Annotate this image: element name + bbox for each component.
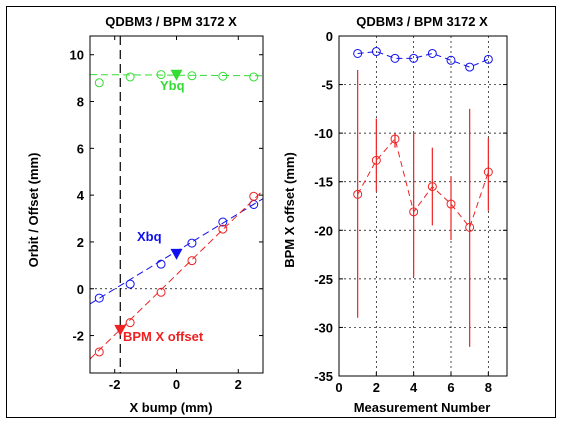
left-y-tick-label: 4 <box>77 188 85 203</box>
right-y-tick-label: -30 <box>314 320 333 335</box>
left-y-tick-label: 8 <box>77 95 84 110</box>
blue-series-point <box>409 53 419 63</box>
bpm-x-offset-point <box>94 347 104 357</box>
left-x-tick-label: -2 <box>109 377 121 392</box>
left-y-tick-label: 0 <box>77 282 84 297</box>
annotation-bpm-x-offset: BPM X offset <box>123 329 204 344</box>
xbq-triangle-marker <box>170 248 183 260</box>
ybq-fit-line <box>89 74 264 77</box>
right-plot-area: 0 2 4 6 8 0 -5 -10 -15 -20 -25 -30 -35 <box>314 29 508 395</box>
blue-series-point <box>465 62 475 72</box>
right-y-tick-label: 0 <box>326 29 333 44</box>
left-x-tick-label: 0 <box>173 377 180 392</box>
blue-series-point <box>427 48 437 58</box>
bpm-x-offset-point <box>156 287 166 297</box>
left-y-axis-label: Orbit / Offset (mm) <box>26 153 41 268</box>
right-y-tick-label: -25 <box>314 272 333 287</box>
right-axes-box <box>338 35 508 377</box>
red-series-point <box>390 134 400 144</box>
left-y-tick-label: -2 <box>72 329 84 344</box>
right-x-tick-label: 4 <box>410 380 418 395</box>
red-series-point <box>465 222 475 232</box>
blue-series-point <box>353 48 363 58</box>
bpm-x-offset-point <box>218 224 228 234</box>
bpm-x-offset-fit-line <box>89 190 264 360</box>
right-x-tick-label: 6 <box>447 380 454 395</box>
left-y-tick-label: 2 <box>77 235 84 250</box>
blue-series-line <box>357 51 489 68</box>
blue-series-point <box>446 55 456 65</box>
red-series-point <box>446 199 456 209</box>
blue-series-point <box>390 53 400 63</box>
xbq-point <box>156 259 166 269</box>
ybq-point <box>249 72 259 82</box>
left-y-tick-label: 10 <box>70 48 84 63</box>
bpm-x-offset-point <box>187 256 197 266</box>
left-chart-title: QDBM3 / BPM 3172 X <box>105 14 237 29</box>
red-series-point <box>353 189 363 199</box>
xbq-point <box>125 279 135 289</box>
right-x-axis-label: Measurement Number <box>354 400 491 415</box>
red-series-point <box>371 155 381 165</box>
right-chart-title: QDBM3 / BPM 3172 X <box>356 14 488 29</box>
left-y-tick-label: 6 <box>77 141 84 156</box>
ybq-point <box>187 71 197 81</box>
red-series-point <box>409 207 419 217</box>
red-series-line <box>357 137 489 229</box>
xbq-point <box>218 217 228 227</box>
ybq-point <box>94 78 104 88</box>
bpm-x-offset-point <box>125 318 135 328</box>
left-x-tick-label: 2 <box>235 377 242 392</box>
xbq-point <box>94 293 104 303</box>
ybq-point <box>156 70 166 80</box>
right-y-tick-label: -5 <box>321 78 333 93</box>
blue-series-point <box>483 54 493 64</box>
right-y-tick-label: -20 <box>314 223 333 238</box>
right-y-tick-label: -10 <box>314 126 333 141</box>
bpm-x-offset-point <box>249 191 259 201</box>
xbq-point <box>187 238 197 248</box>
left-x-axis-label: X bump (mm) <box>129 400 212 415</box>
red-series-point <box>427 182 437 192</box>
annotation-ybq: Ybq <box>160 78 185 93</box>
right-y-axis-label: BPM X offset (mm) <box>282 152 297 268</box>
figure-border <box>6 6 556 418</box>
left-plot-area: -2 0 2 -2 0 2 4 6 8 10 <box>70 35 264 392</box>
red-series-point <box>483 167 493 177</box>
right-x-tick-label: 0 <box>335 380 342 395</box>
ybq-point <box>218 71 228 81</box>
right-x-tick-label: 2 <box>373 380 380 395</box>
right-y-tick-label: -15 <box>314 175 333 190</box>
bpm-x-offset-triangle-marker <box>114 324 127 336</box>
blue-series-point <box>371 47 381 57</box>
right-y-tick-label: -35 <box>314 369 333 384</box>
right-x-tick-label: 8 <box>485 380 492 395</box>
annotation-xbq: Xbq <box>137 229 162 244</box>
ybq-point <box>125 72 135 82</box>
ybq-triangle-marker <box>170 69 183 81</box>
